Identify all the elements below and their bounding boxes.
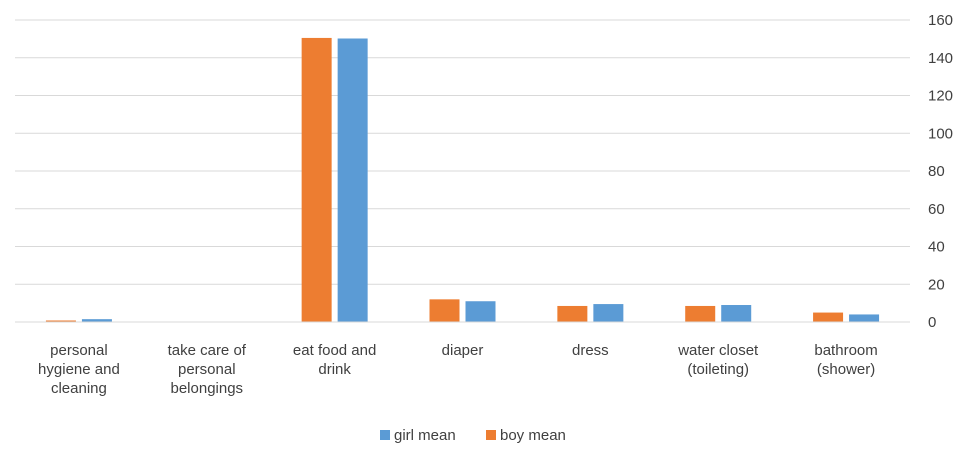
x-category-line: eat food and: [293, 342, 376, 359]
y-tick-label: 60: [928, 201, 945, 218]
y-tick-label: 0: [928, 314, 936, 331]
x-category-label: diaper: [442, 342, 484, 359]
bar-boy-mean: [45, 320, 76, 322]
bar-girl-mean: [593, 304, 624, 322]
x-category-line: dress: [572, 342, 609, 359]
y-tick-label: 40: [928, 239, 945, 256]
bar-boy-mean: [685, 305, 716, 322]
x-category-label: take care of personal belongings: [168, 342, 247, 397]
x-category-line: personal: [178, 361, 236, 378]
y-tick-label: 20: [928, 276, 945, 293]
bar-girl-mean: [81, 319, 112, 322]
bar-boy-mean: [429, 299, 460, 322]
bar-girl-mean: [465, 301, 496, 322]
x-category-line: bathroom: [814, 342, 877, 359]
x-category-line: drink: [318, 361, 351, 378]
legend-swatch: [486, 430, 496, 440]
legend-swatch: [380, 430, 390, 440]
x-category-line: take care of: [168, 342, 247, 359]
x-category-line: (shower): [817, 361, 875, 378]
x-category-line: hygiene and: [38, 361, 120, 378]
bar-boy-mean: [813, 312, 844, 322]
x-category-label: bathroom (shower): [814, 342, 877, 378]
x-axis-categories: personal hygiene and cleaning take care of p…: [38, 342, 878, 397]
x-category-label: eat food and drink: [293, 342, 376, 378]
x-category-line: (toileting): [687, 361, 749, 378]
bar-girl-mean: [721, 305, 752, 322]
x-category-line: personal: [50, 342, 108, 359]
x-category-label: dress: [572, 342, 609, 359]
legend: girl mean boy mean: [380, 427, 566, 444]
x-category-label: water closet (toileting): [677, 342, 759, 378]
bar-boy-mean: [301, 37, 332, 323]
x-category-line: water closet: [677, 342, 759, 359]
x-category-line: belongings: [171, 380, 244, 397]
y-tick-label: 100: [928, 125, 953, 142]
gridlines: [15, 19, 910, 285]
x-category-label: personal hygiene and cleaning: [38, 342, 120, 397]
y-axis-ticks: 0 20 40 60 80 100 120 140 160: [928, 12, 953, 331]
legend-label: girl mean: [394, 427, 456, 444]
y-tick-label: 140: [928, 50, 953, 67]
x-category-line: diaper: [442, 342, 484, 359]
y-tick-label: 160: [928, 12, 953, 29]
bar-boy-mean: [557, 305, 588, 322]
legend-label: boy mean: [500, 427, 566, 444]
y-tick-label: 120: [928, 88, 953, 105]
y-tick-label: 80: [928, 163, 945, 180]
x-category-line: cleaning: [51, 380, 107, 397]
bar-girl-mean: [337, 38, 368, 323]
bar-girl-mean: [849, 314, 880, 322]
bars: [45, 37, 880, 323]
